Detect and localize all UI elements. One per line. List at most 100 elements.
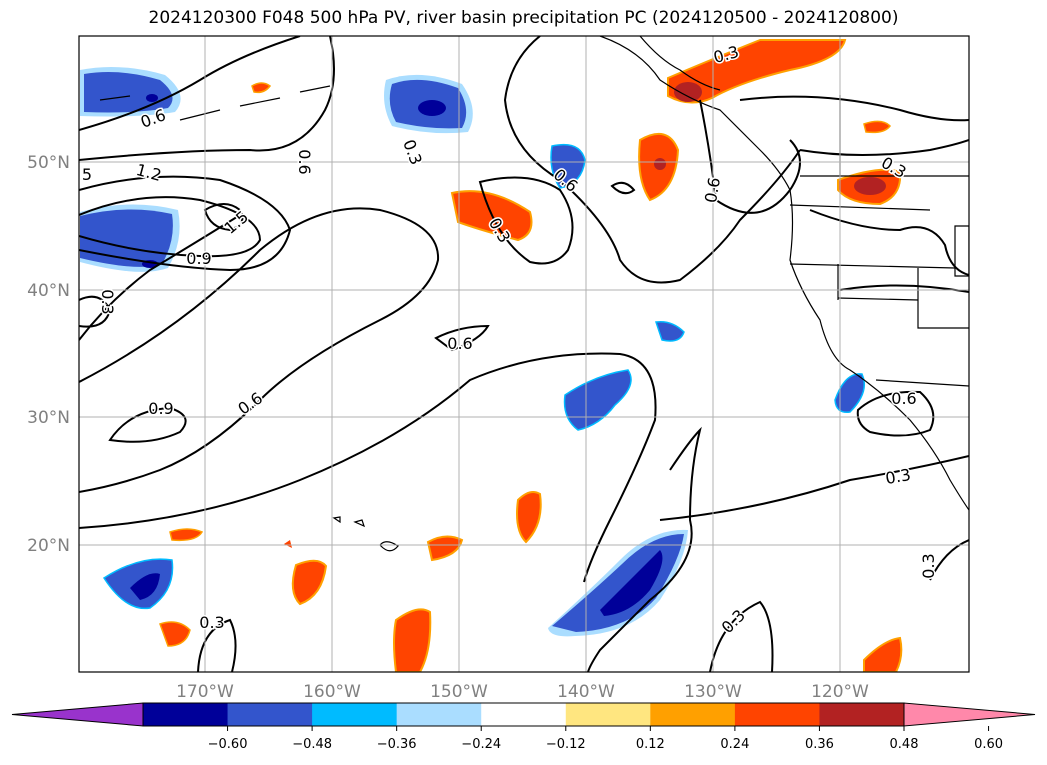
lat-label: 20°N <box>27 536 70 556</box>
lon-label: 160°W <box>303 682 361 702</box>
pv-contour <box>79 295 112 328</box>
negative-anomaly-region <box>563 369 632 431</box>
negative-anomaly-region <box>834 373 865 413</box>
pv-contour <box>79 352 657 583</box>
pv-contour <box>478 176 574 265</box>
contour-label: 0.3 <box>199 613 224 632</box>
gridlines <box>79 36 969 672</box>
colorbar-tick-label: 0.48 <box>890 737 919 752</box>
colorbar-segment <box>481 703 567 726</box>
positive-anomaly-region <box>251 82 272 94</box>
colorbar-tick-label: 0.24 <box>720 737 749 752</box>
island <box>353 519 365 528</box>
pv-contour <box>108 406 187 443</box>
border <box>917 268 969 329</box>
negative-anomaly-region <box>550 143 586 189</box>
positive-anomaly-region <box>837 168 902 206</box>
negative-anomaly-region <box>384 74 473 134</box>
border <box>954 225 969 277</box>
positive-anomaly-region <box>291 559 328 606</box>
map-panel <box>79 36 969 672</box>
precip-shading <box>80 39 903 672</box>
pv-contour <box>79 36 335 161</box>
pv-contour <box>79 214 241 341</box>
map-title: 2024120300 F048 500 hPa PV, river basin … <box>148 8 899 28</box>
colorbar-tick-label: −0.60 <box>208 737 248 752</box>
pv-contour <box>503 36 801 284</box>
contour-label: 5 <box>82 165 92 184</box>
pv-contour <box>856 390 935 437</box>
colorbar-segment <box>819 703 905 726</box>
pv-contour <box>587 426 702 672</box>
map-frame <box>78 35 970 673</box>
island-chain <box>99 85 331 121</box>
positive-anomaly-region <box>169 528 204 542</box>
colorbar-segment <box>227 703 313 726</box>
contour-label: 0.3 <box>98 289 117 314</box>
positive-anomaly-region <box>516 491 542 544</box>
positive-anomaly-region <box>638 132 680 202</box>
lat-label: 30°N <box>27 408 70 428</box>
pv-contour <box>203 203 244 232</box>
contour-label: 0.9 <box>186 249 211 268</box>
island <box>332 516 341 524</box>
lon-label: 120°W <box>811 682 869 702</box>
lon-label: 170°W <box>176 682 234 702</box>
negative-anomaly-region <box>80 66 181 117</box>
border <box>875 379 969 387</box>
positive-anomaly-region <box>393 608 432 672</box>
border <box>837 297 919 301</box>
positive-anomaly-region <box>426 535 464 562</box>
negative-anomaly-region <box>548 529 688 637</box>
coastline <box>639 36 721 91</box>
coastline <box>599 36 969 511</box>
lon-label: 150°W <box>430 682 488 702</box>
positive-anomaly-region <box>863 120 891 134</box>
contour-label: 0.9 <box>148 399 173 418</box>
contour-label: 0.6 <box>295 149 314 174</box>
positive-anomaly-region <box>284 540 292 548</box>
colorbar-segment <box>396 703 482 726</box>
negative-anomaly-region <box>654 320 685 342</box>
colorbar-segment <box>312 703 398 726</box>
pv-contour <box>709 600 774 672</box>
pv-contour <box>79 207 440 493</box>
pv-contour <box>79 196 262 258</box>
pv-contour <box>434 324 490 352</box>
pv-contour <box>739 95 969 122</box>
pv-contour <box>610 181 636 195</box>
colorbar-extend-high <box>903 702 1036 727</box>
pv-contour <box>929 539 969 581</box>
lat-label: 50°N <box>27 153 70 173</box>
negative-anomaly-region <box>102 558 174 610</box>
island <box>379 541 399 552</box>
colorbar-tick-label: −0.48 <box>292 737 332 752</box>
pv-contour <box>79 36 301 131</box>
colorbar: −0.60 −0.48 −0.36 −0.24 −0.12 0.12 0.24 0.36 0.4… <box>11 702 1036 752</box>
colorbar-segment <box>734 703 820 726</box>
colorbar-tick-label: 0.36 <box>805 737 834 752</box>
lon-label: 130°W <box>684 682 742 702</box>
colorbar-extend-low <box>11 702 144 727</box>
colorbar-tick-label: −0.12 <box>546 737 586 752</box>
pv-contour <box>197 618 237 672</box>
colorbar-frame <box>142 702 905 727</box>
pv-contour <box>799 139 969 156</box>
pv-contour <box>659 455 969 521</box>
border <box>789 204 931 211</box>
positive-anomaly-region <box>863 636 903 672</box>
contour-label: 0.6 <box>891 389 916 408</box>
contour-label: 0.3 <box>919 553 938 578</box>
lat-label: 40°N <box>27 281 70 301</box>
colorbar-tick-label: 0.60 <box>974 737 1003 752</box>
colorbar-segment <box>565 703 651 726</box>
colorbar-segment <box>650 703 736 726</box>
pv-contours <box>79 36 969 672</box>
colorbar-tick-label: −0.24 <box>461 737 501 752</box>
pv-contour <box>699 99 801 214</box>
colorbar-segment <box>143 703 229 726</box>
latitude-labels: 50°N 40°N 30°N 20°N <box>27 153 70 556</box>
contour-label: 0.6 <box>447 334 472 353</box>
longitude-labels: 170°W 160°W 150°W 140°W 130°W 120°W <box>176 682 869 702</box>
